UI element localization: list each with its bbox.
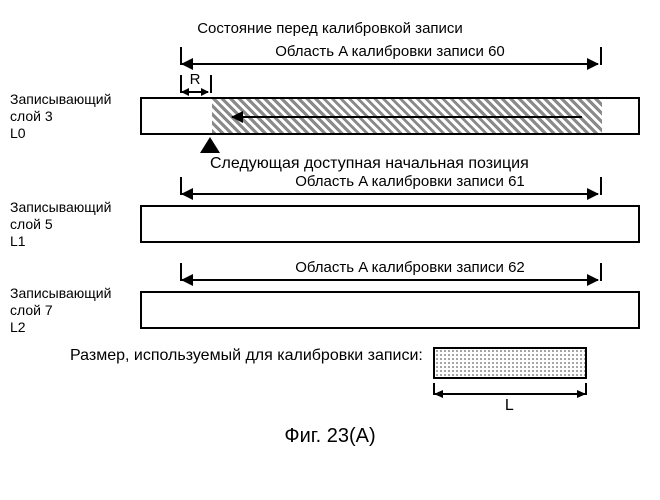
- label-area62: Область A калибровки записи 62: [295, 259, 525, 276]
- layer-bar-2: [140, 291, 640, 329]
- tick-area62-right: [600, 263, 602, 281]
- layer-0-line2: слой 3: [10, 108, 53, 124]
- next-pos-marker: [200, 137, 220, 153]
- layer-1-line2: слой 5: [10, 216, 53, 232]
- layer-0-line3: L0: [10, 124, 26, 140]
- layer-label-1: Записывающий слой 5 L1: [10, 199, 140, 249]
- label-area61: Область A калибровки записи 61: [295, 173, 525, 190]
- tick-area61-right: [600, 177, 602, 195]
- layer-2-line2: слой 7: [10, 302, 53, 318]
- legend-l-label: L: [505, 397, 514, 415]
- layer-2-line1: Записывающий: [10, 285, 111, 301]
- layer-0-line1: Записывающий: [10, 91, 111, 107]
- layer-label-0: Записывающий слой 3 L0: [10, 91, 140, 141]
- layer-1-line3: L1: [10, 232, 26, 248]
- layer-row-2: Записывающий слой 7 L2: [10, 291, 650, 329]
- layer-row-1: Записывающий слой 5 L1: [10, 205, 650, 243]
- layer-row-0: Записывающий слой 3 L0: [10, 97, 650, 135]
- layer-1-line1: Записывающий: [10, 199, 111, 215]
- legend-text: Размер, используемый для калибровки запи…: [70, 347, 423, 365]
- label-r: R: [190, 71, 201, 88]
- diagram-title: Состояние перед калибровкой записи: [10, 20, 650, 37]
- label-area60: Область A калибровки записи 60: [275, 43, 505, 60]
- legend-l-span: L: [433, 383, 587, 403]
- legend-swatch: [433, 347, 587, 379]
- diagram-area: Область A калибровки записи 60 R Записыв…: [10, 47, 650, 407]
- next-pos-label: Следующая доступная начальная позиция: [210, 155, 529, 173]
- figure-caption: Фиг. 23(A): [10, 425, 650, 448]
- layer-bar-0: [140, 97, 640, 135]
- tick-r-right: [210, 75, 212, 93]
- layer-label-2: Записывающий слой 7 L2: [10, 285, 140, 335]
- legend: Размер, используемый для калибровки запи…: [70, 347, 587, 403]
- layer-2-line3: L2: [10, 318, 26, 334]
- layer-bar-1: [140, 205, 640, 243]
- tick-area60-right: [600, 47, 602, 65]
- legend-box-wrap: L: [433, 347, 587, 403]
